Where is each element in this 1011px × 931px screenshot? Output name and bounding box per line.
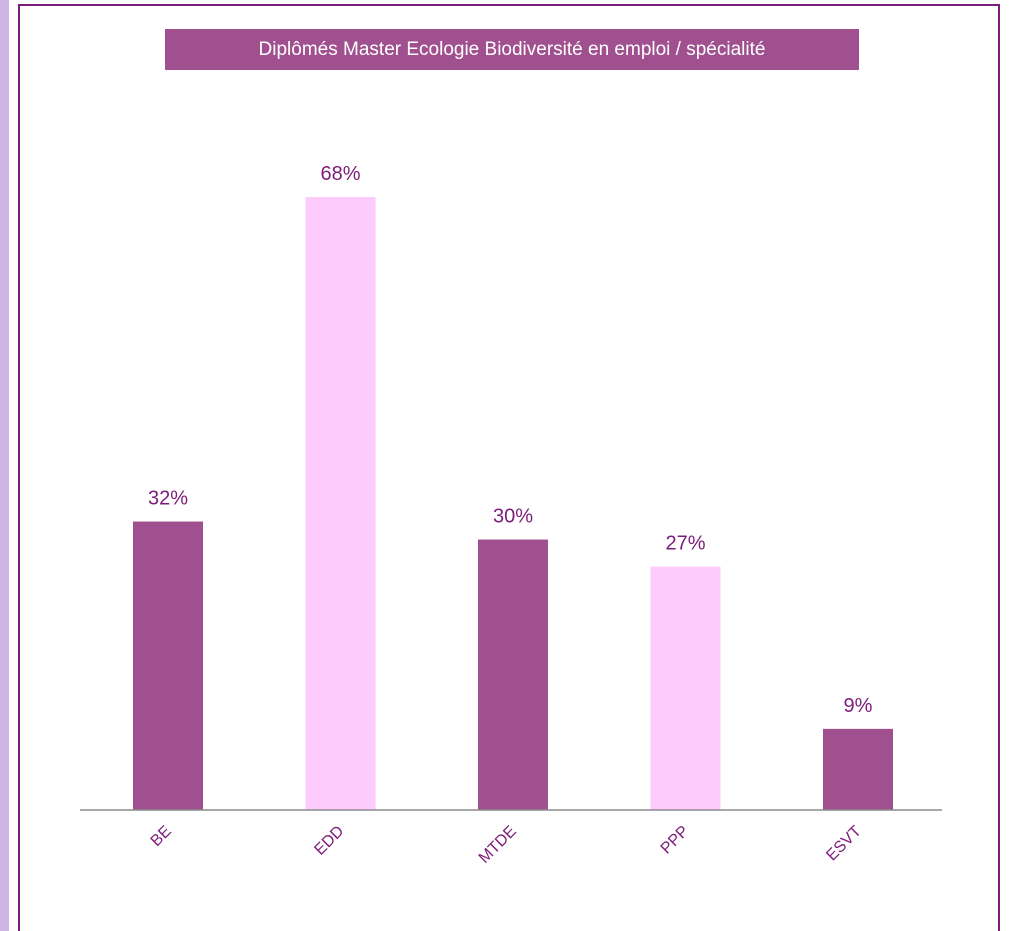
x-tick-label-esvt: ESVT xyxy=(823,823,865,865)
x-tick-label-be: BE xyxy=(148,823,175,850)
bar-ppp xyxy=(650,566,721,810)
x-tick-label-mtde: MTDE xyxy=(476,823,520,867)
bar-be xyxy=(133,521,203,810)
left-edge-strip xyxy=(0,0,9,931)
data-label-ppp: 27% xyxy=(665,533,705,555)
data-label-edd: 68% xyxy=(320,163,360,185)
data-label-esvt: 9% xyxy=(844,695,873,717)
x-tick-label-ppp: PPP xyxy=(658,823,693,858)
bar-edd xyxy=(305,197,376,810)
x-tick-label-edd: EDD xyxy=(311,823,347,859)
chart-title: Diplômés Master Ecologie Biodiversité en… xyxy=(165,29,859,70)
x-tick-labels-layer: BE EDD MTDE PPP ESVT xyxy=(148,823,865,867)
data-label-be: 32% xyxy=(148,488,188,510)
bar-mtde xyxy=(478,539,548,810)
bars-layer xyxy=(133,197,893,810)
data-labels-layer: 32% 68% 30% 27% 9% xyxy=(148,163,873,717)
bar-esvt xyxy=(823,728,893,810)
data-label-mtde: 30% xyxy=(493,506,533,528)
